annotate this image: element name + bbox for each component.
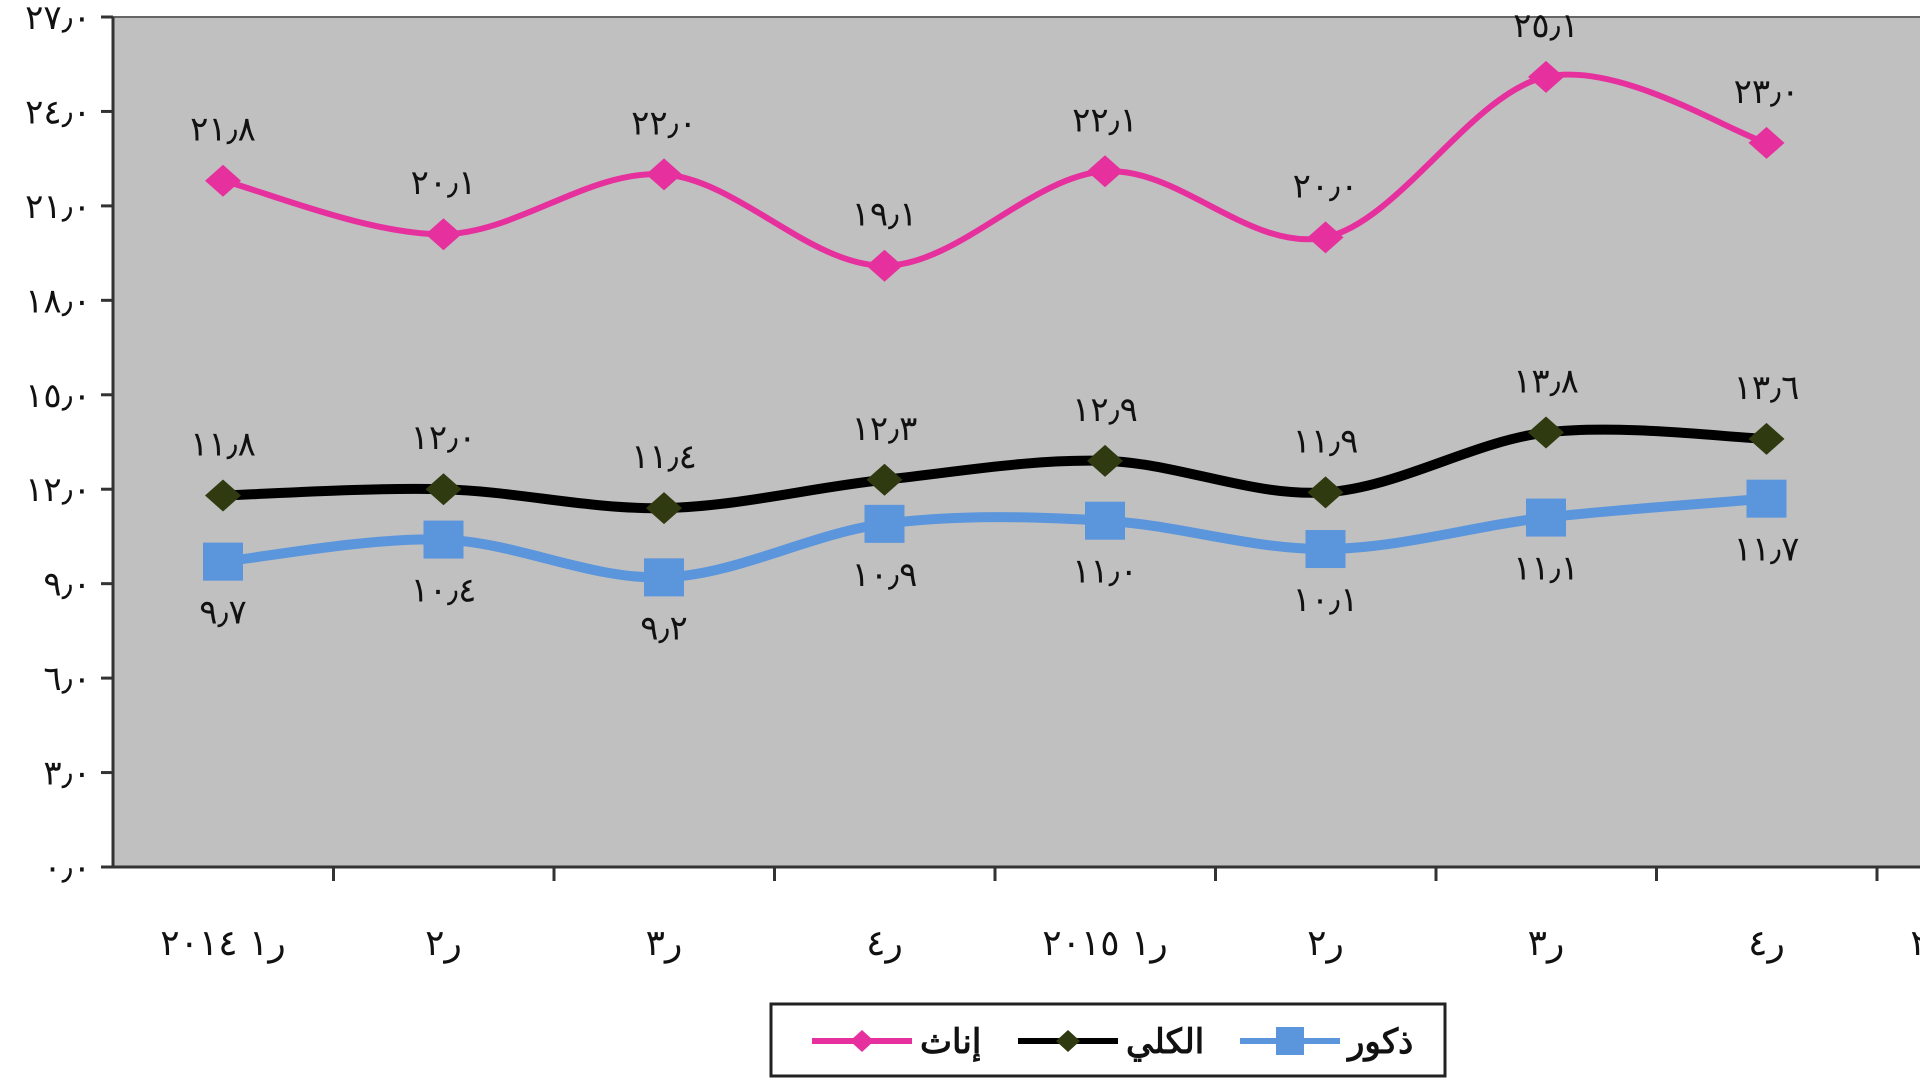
x-tick-label: ر١ ٢٠١٥	[1042, 923, 1168, 964]
data-label: ٩٫٧	[199, 593, 247, 633]
data-label: ٢٥٫١	[1513, 6, 1579, 46]
data-label: ٩٫٢	[640, 608, 688, 648]
data-label: ١١٫١	[1513, 549, 1579, 589]
data-point-square	[203, 542, 243, 581]
series-line	[222, 71, 1768, 269]
data-label: ١١٫٧	[1734, 530, 1800, 570]
x-tick-label: ر٣	[646, 923, 683, 964]
legend-label: إناث	[920, 1022, 981, 1062]
data-point-diamond	[205, 479, 241, 512]
legend-label: الكلي	[1126, 1022, 1204, 1062]
data-point-diamond	[425, 473, 462, 506]
data-label: ٢٢٫١	[1072, 100, 1138, 140]
data-point-diamond	[1087, 444, 1123, 477]
data-point-diamond	[646, 492, 682, 525]
legend-marker-diamond	[850, 1030, 874, 1052]
data-point-diamond	[866, 463, 903, 496]
x-tick-label: ر٤	[866, 923, 903, 964]
data-point-diamond	[1307, 221, 1344, 254]
data-label: ١٢٫٣	[852, 409, 918, 449]
data-label: ٢٣٫٠	[1734, 72, 1800, 112]
series-0: ٢١٫٨ ٢٠٫١ ٢٢٫٠ ١٩٫١ ٢٢٫١ ٢٠٫٠ ٢٥٫١ ٢٣٫٠	[190, 6, 1799, 282]
legend-marker-diamond	[1056, 1030, 1080, 1052]
x-tick-label-partial: ٢	[1910, 923, 1920, 964]
y-tick-label: ٢٤٫٠	[25, 92, 91, 132]
data-point-diamond	[1528, 60, 1564, 93]
data-point-square	[864, 504, 905, 543]
y-tick-label: ٩٫٠	[43, 565, 91, 605]
data-label: ١١٫٠	[1072, 552, 1138, 592]
data-point-diamond	[1748, 126, 1785, 159]
series-line	[222, 493, 1767, 583]
x-tick-label: ر٢	[1307, 923, 1344, 964]
series-2: ٩٫٧ ١٠٫٤ ٩٫٢ ١٠٫٩ ١١٫٠ ١٠٫١ ١١٫١ ١١٫٧	[199, 479, 1800, 648]
data-label: ١٢٫٠	[411, 418, 477, 458]
data-point-diamond	[1307, 476, 1344, 509]
data-point-diamond	[1087, 155, 1123, 188]
data-label: ٢٢٫٠	[631, 103, 697, 143]
legend: إناث الكلي ذكور	[769, 1002, 1447, 1078]
data-point-square	[1746, 479, 1787, 518]
series-1: ١١٫٨ ١٢٫٠ ١١٫٤ ١٢٫٣ ١٢٫٩ ١١٫٩ ١٣٫٨ ١٣٫٦	[190, 362, 1799, 525]
data-point-square	[1085, 501, 1125, 540]
data-point-square	[1526, 498, 1566, 537]
y-tick-label: ٢٧٫٠	[25, 0, 91, 38]
data-point-diamond	[646, 158, 682, 191]
data-label: ١٣٫٨	[1513, 362, 1579, 402]
legend-marker-square	[1276, 1027, 1304, 1055]
y-tick-label: ٠٫٠	[43, 848, 91, 888]
y-tick-label: ٢١٫٠	[25, 187, 91, 227]
series-line	[222, 424, 1767, 514]
data-label: ٢٠٫٠	[1293, 166, 1359, 206]
data-point-diamond	[425, 218, 462, 251]
y-tick-label: ١٥٫٠	[25, 376, 91, 416]
data-label: ١٩٫١	[852, 195, 918, 235]
data-label: ١٣٫٦	[1734, 368, 1800, 408]
data-point-diamond	[205, 164, 241, 197]
data-label: ١١٫٤	[631, 437, 697, 477]
data-point-square	[644, 558, 684, 597]
data-point-diamond	[1748, 422, 1785, 455]
x-tick-label: ر١ ٢٠١٤	[160, 923, 286, 964]
x-tick-label: ر٤	[1748, 923, 1785, 964]
data-point-square	[1305, 530, 1346, 569]
data-point-diamond	[1528, 416, 1564, 449]
data-label: ١١٫٩	[1293, 421, 1359, 461]
y-tick-label: ١٨٫٠	[25, 281, 91, 321]
data-label: ١٠٫٤	[411, 571, 477, 611]
y-tick-label: ٣٫٠	[43, 754, 91, 794]
data-label: ١٢٫٩	[1072, 390, 1138, 430]
data-label: ١٠٫١	[1293, 580, 1359, 620]
y-tick-label: ٦٫٠	[43, 659, 91, 699]
x-tick-label: ر٣	[1528, 923, 1565, 964]
plot-area	[112, 16, 1920, 868]
x-tick-label: ر٢	[425, 923, 462, 964]
data-label: ١٠٫٩	[852, 555, 918, 595]
legend-label: ذكور	[1346, 1022, 1413, 1062]
y-tick-label: ١٢٫٠	[25, 470, 91, 510]
data-point-square	[423, 520, 464, 559]
data-label: ٢١٫٨	[190, 110, 256, 150]
data-label: ٢٠٫١	[411, 163, 477, 203]
data-point-diamond	[866, 249, 903, 282]
data-label: ١١٫٨	[190, 425, 256, 465]
